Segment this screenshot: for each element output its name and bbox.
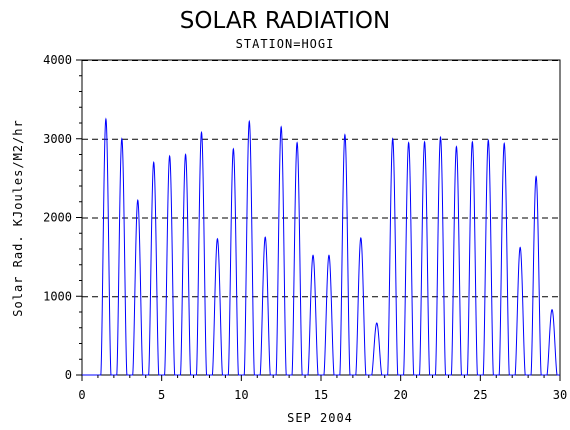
x-tick-label: 5 xyxy=(158,388,165,402)
x-tick-label: 30 xyxy=(553,388,567,402)
chart-title: SOLAR RADIATION xyxy=(180,8,390,34)
x-tick-label: 10 xyxy=(234,388,248,402)
y-axis-ticks: 0 1000 2000 3000 4000 xyxy=(43,53,82,382)
y-axis-label: Solar Rad. KJoules/M2/hr xyxy=(11,119,25,316)
series-line-solar-radiation xyxy=(82,117,560,376)
y-tick-label: 0 xyxy=(65,368,72,382)
y-tick-label: 3000 xyxy=(43,132,72,146)
x-tick-label: 15 xyxy=(314,388,328,402)
y-tick-label: 4000 xyxy=(43,53,72,67)
grid-lines xyxy=(82,60,560,298)
chart-subtitle: STATION=HOGI xyxy=(236,37,335,51)
x-axis-ticks: 0 5 10 15 20 25 30 xyxy=(78,375,567,402)
y-tick-label: 1000 xyxy=(43,289,72,303)
x-axis-label: SEP 2004 xyxy=(287,411,353,425)
x-tick-label: 0 xyxy=(78,388,85,402)
x-tick-label: 25 xyxy=(473,388,487,402)
y-tick-label: 2000 xyxy=(43,211,72,225)
x-tick-label: 20 xyxy=(393,388,407,402)
